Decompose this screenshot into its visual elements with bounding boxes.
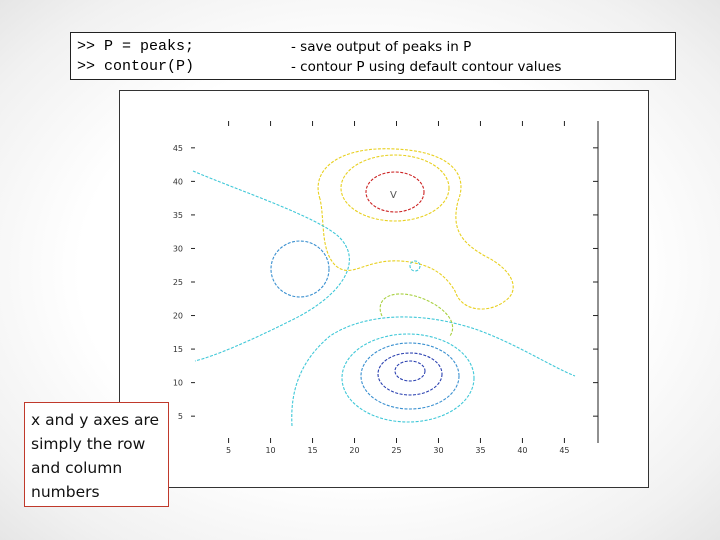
y-tick-label: 45 xyxy=(173,144,183,153)
contour-zero-left xyxy=(192,170,350,362)
x-tick-label: 30 xyxy=(433,446,443,455)
y-tick-label: 10 xyxy=(173,379,183,388)
contour-peak-high xyxy=(365,171,425,213)
command-line-1: >> P = peaks; xyxy=(77,38,195,55)
y-tick-label: 30 xyxy=(173,244,183,253)
x-tick-label: 15 xyxy=(307,446,317,455)
x-tick-label: 5 xyxy=(226,446,231,455)
contour-valley-3 xyxy=(360,342,460,410)
y-ticks-left: 5 10 15 20 25 30 35 40 45 xyxy=(173,144,195,421)
contour-figure: 5 10 15 20 25 30 35 40 45 5 10 15 20 25 30 35 40 45 xyxy=(119,90,649,488)
y-ticks-right xyxy=(593,147,598,417)
y-tick-label: 5 xyxy=(178,412,183,421)
x-tick-label: 10 xyxy=(265,446,275,455)
x-tick-label: 40 xyxy=(517,446,527,455)
contour-peak-mid-inner xyxy=(340,154,450,222)
x-ticks-bottom: 5 10 15 20 25 30 35 40 45 xyxy=(226,438,570,455)
contour-small-blob xyxy=(409,260,421,272)
axes-callout: x and y axes are simply the row and colu… xyxy=(24,402,169,507)
command-note-1: - save output of peaks in P xyxy=(291,39,472,55)
y-tick-label: 40 xyxy=(173,177,183,186)
contour-valley-2 xyxy=(377,352,443,396)
contour-lines xyxy=(192,148,576,427)
x-tick-label: 25 xyxy=(391,446,401,455)
x-ticks-top xyxy=(228,121,565,126)
y-tick-label: 35 xyxy=(173,211,183,220)
contour-zero-bottom xyxy=(291,316,576,427)
contour-peak-mid-outer xyxy=(317,148,514,310)
x-tick-label: 20 xyxy=(349,446,359,455)
y-tick-label: 20 xyxy=(173,312,183,321)
command-box: >> P = peaks; >> contour(P) - save outpu… xyxy=(70,32,676,80)
contour-plot: 5 10 15 20 25 30 35 40 45 5 10 15 20 25 30 35 40 45 xyxy=(173,121,599,455)
contour-left-neg xyxy=(270,240,330,298)
peak-marker: V xyxy=(390,190,397,201)
y-tick-label: 25 xyxy=(173,278,183,287)
y-tick-label: 15 xyxy=(173,345,183,354)
contour-valley-1 xyxy=(394,360,426,382)
contour-low-right xyxy=(379,293,454,337)
command-note-2: - contour P using default contour values xyxy=(291,59,562,75)
x-tick-label: 45 xyxy=(559,446,569,455)
contour-valley-4 xyxy=(341,333,475,423)
command-line-2: >> contour(P) xyxy=(77,58,195,75)
x-tick-label: 35 xyxy=(475,446,485,455)
